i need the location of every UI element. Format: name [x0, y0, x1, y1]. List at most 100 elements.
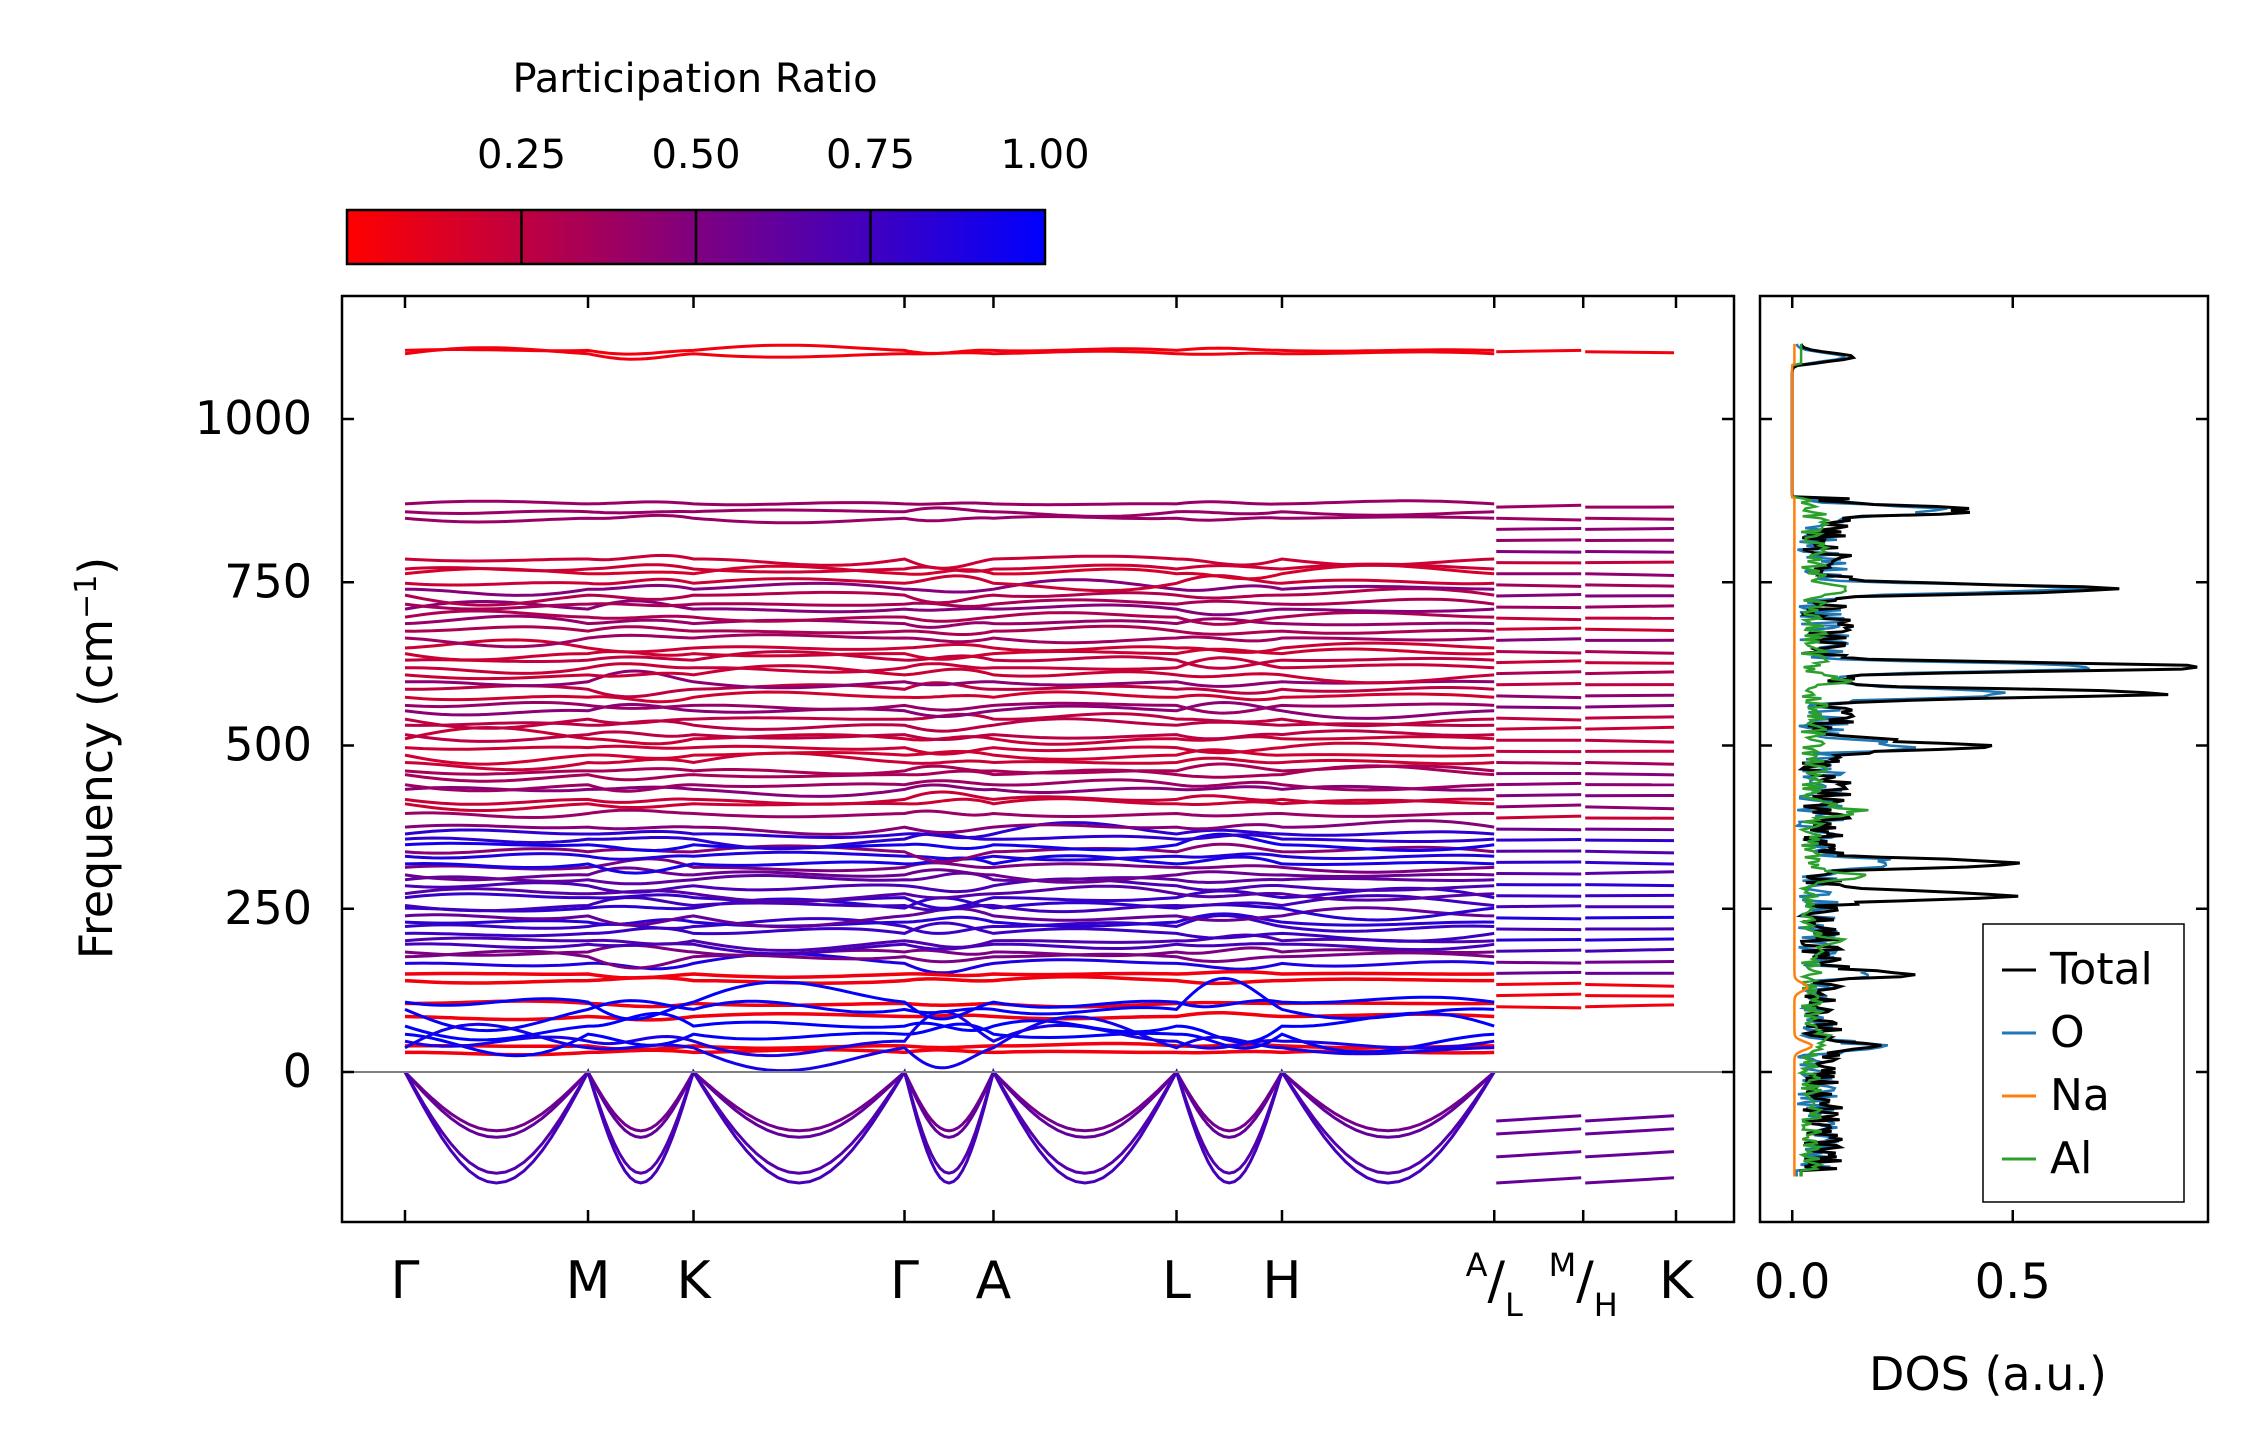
frequency-axis-label: Frequency (cm−1): [69, 557, 123, 960]
band-line: [404, 832, 1495, 853]
band-line: [404, 741, 1495, 756]
band-line: [404, 638, 1495, 654]
band-line: [404, 764, 1495, 783]
band-line: [1585, 1127, 1675, 1136]
band-line: [403, 1068, 1496, 1175]
band-line: [1585, 760, 1675, 766]
band-line: [1585, 738, 1675, 744]
k-label: L: [1162, 1251, 1191, 1311]
band-line: [1585, 560, 1675, 565]
legend-label: Al: [2050, 1133, 2092, 1184]
band-line: [404, 762, 1495, 776]
band-line: [1496, 1005, 1582, 1010]
band-line: [1496, 970, 1582, 975]
band-line: [1585, 661, 1675, 665]
band-line: [1496, 649, 1582, 655]
band-line: [404, 751, 1495, 772]
band-line: [1496, 726, 1582, 731]
frequency-tick-label: 500: [224, 718, 312, 772]
band-line: [1496, 760, 1582, 765]
band-line: [1496, 682, 1582, 687]
band-line: [404, 976, 1495, 1033]
frequency-tick-label: 750: [224, 554, 312, 608]
band-line: [1496, 348, 1582, 354]
band-line: [1585, 937, 1675, 942]
band-line: [404, 729, 1495, 743]
dos-axis: 0.0 0.5: [1754, 296, 2051, 1310]
band-line: [1585, 670, 1675, 676]
band-line: [405, 656, 1495, 675]
band-line: [1585, 693, 1675, 698]
colorbar-title: Participation Ratio: [512, 56, 877, 102]
band-line: [404, 921, 1495, 943]
k-label: K: [1659, 1251, 1695, 1311]
k-label: Γ: [391, 1251, 420, 1311]
band-line: [404, 980, 1495, 1021]
band-line: [404, 650, 1495, 670]
band-line: [1496, 503, 1582, 509]
band-line: [1585, 1003, 1675, 1009]
band-line: [1496, 637, 1582, 642]
dos-frame: [1758, 294, 2210, 1224]
band-line: [1496, 1176, 1582, 1185]
dos-panel: 0.0 0.5 DOS (a.u.) Total O Na Al: [1754, 294, 2210, 1401]
band-line: [1585, 1114, 1675, 1123]
colorbar-tick-label: 0.25: [477, 132, 566, 178]
k-label: Γ: [890, 1251, 919, 1311]
band-line: [1496, 1127, 1582, 1136]
dos-legend: Total O Na Al: [1982, 923, 2185, 1203]
k-path-axis: Γ M K Γ A L H A/LM/H K: [391, 296, 1695, 1324]
band-line: [1496, 538, 1582, 542]
band-line: [1496, 626, 1582, 631]
band-line: [404, 1011, 1495, 1022]
band-line: [1585, 947, 1675, 953]
band-line: [1585, 725, 1675, 731]
band-line: [404, 499, 1495, 507]
band-line: [1585, 550, 1675, 554]
k-label: M: [566, 1251, 611, 1311]
frequency-tick-label: 1000: [195, 391, 312, 445]
band-line: [1496, 716, 1582, 722]
band-line: [1585, 805, 1675, 811]
band-line: [1496, 937, 1582, 942]
band-line: [1496, 927, 1582, 932]
k-label: A: [976, 1251, 1012, 1311]
legend-label: Total: [2049, 944, 2153, 995]
band-line: [404, 506, 1495, 518]
band-line: [1585, 516, 1675, 521]
k-label-composite: M/H: [1549, 1246, 1618, 1324]
band-line: [404, 690, 1495, 704]
band-line: [1496, 871, 1582, 876]
band-line: [1496, 981, 1582, 986]
band-line: [404, 797, 1495, 812]
band-line: [1496, 659, 1582, 665]
band-line: [404, 877, 1495, 894]
band-line: [405, 1047, 1495, 1057]
band-line: [1585, 982, 1675, 988]
legend-label: O: [2050, 1007, 2085, 1058]
band-line: [404, 1015, 1495, 1073]
band-line: [404, 884, 1495, 904]
band-frame: [340, 294, 1736, 1224]
band-line: [1585, 1176, 1675, 1185]
band-line: [404, 574, 1495, 593]
band-line: [404, 624, 1495, 636]
band-line: [1496, 593, 1582, 598]
band-line: [404, 748, 1495, 766]
band-line: [404, 886, 1495, 910]
band-line: [404, 633, 1495, 649]
band-line: [404, 1011, 1495, 1044]
band-line: [404, 842, 1495, 864]
band-line: [1585, 883, 1675, 888]
band-line: [404, 597, 1495, 611]
band-line: [1496, 960, 1582, 965]
legend-label: Na: [2050, 1070, 2110, 1121]
band-line: [404, 609, 1495, 626]
dos-y-ticks: [1760, 417, 2208, 1074]
k-label: K: [676, 1251, 712, 1311]
colorbar-tick-label: 1.00: [1000, 132, 1089, 178]
band-line: [404, 717, 1495, 733]
band-line: [1585, 870, 1675, 875]
colorbar: Participation Ratio 0.25 0.50 0.75 1.00: [345, 56, 1090, 266]
